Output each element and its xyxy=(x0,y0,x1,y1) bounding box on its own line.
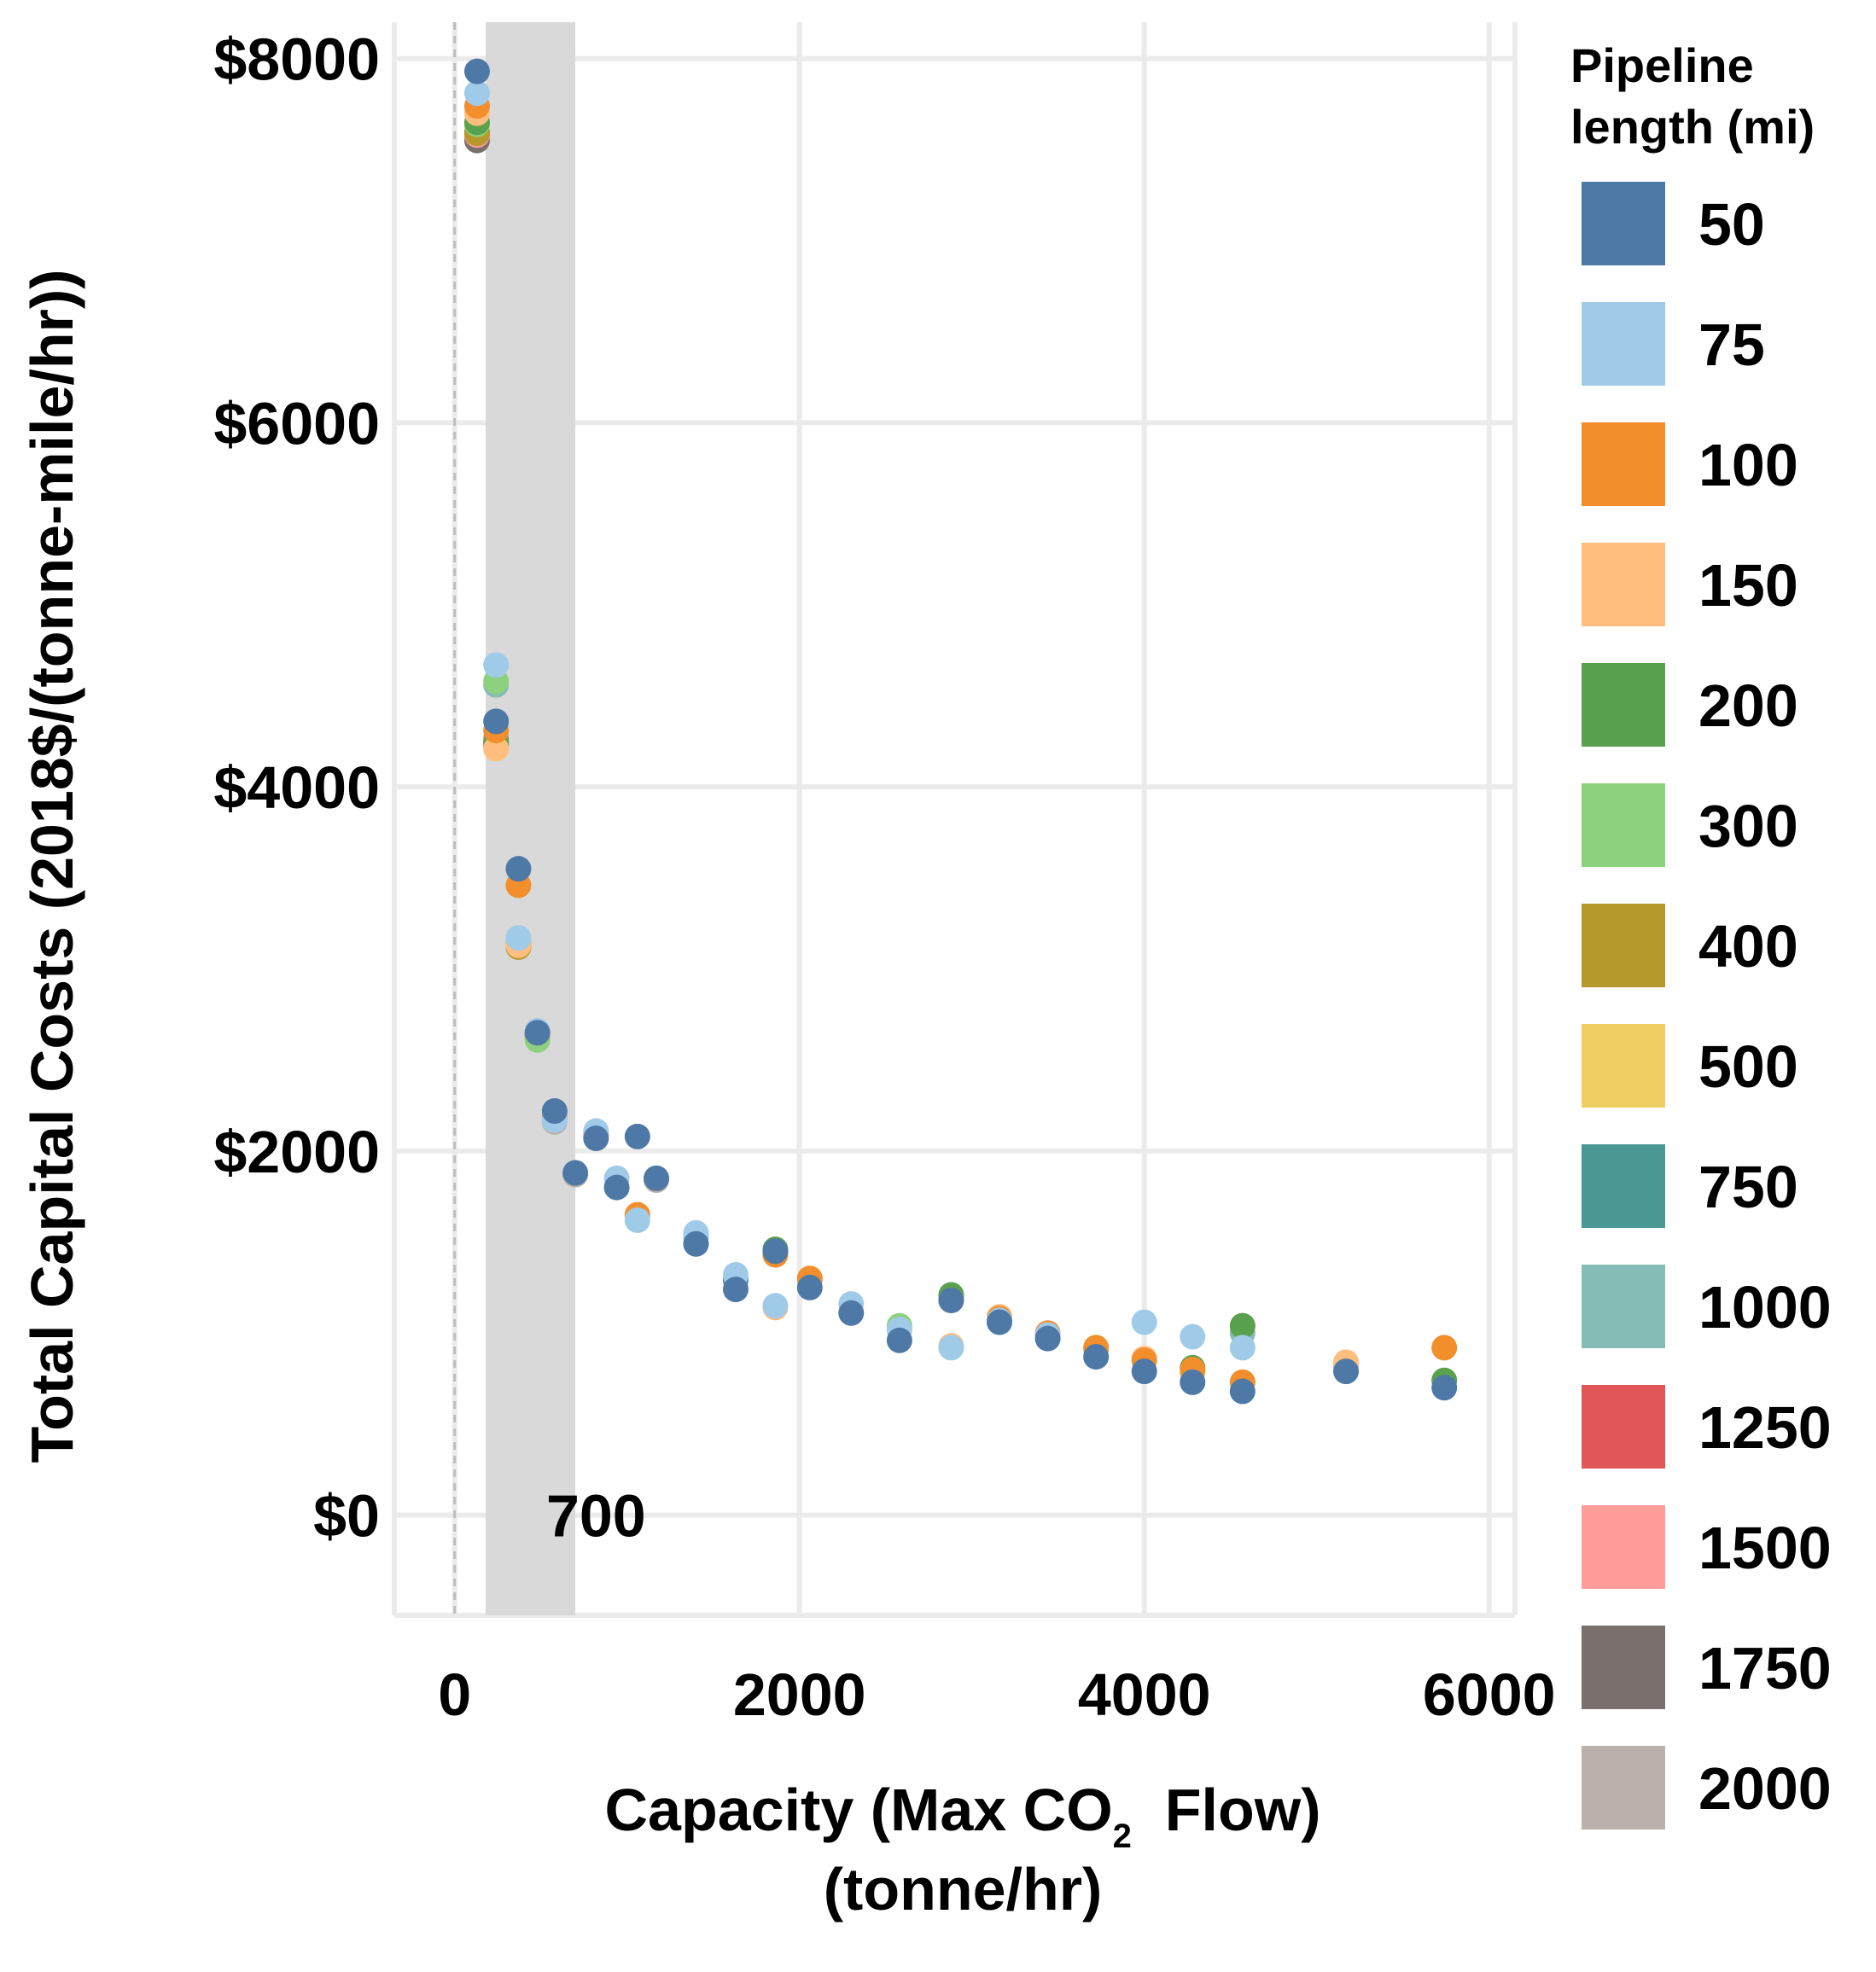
x-tick-label: 6000 xyxy=(1423,1661,1556,1728)
legend-label: 1750 xyxy=(1698,1635,1832,1702)
data-point xyxy=(624,1207,650,1233)
legend-label: 1000 xyxy=(1698,1274,1832,1341)
y-tick-label: $2000 xyxy=(213,1119,380,1185)
data-point xyxy=(1229,1378,1256,1405)
legend-swatch xyxy=(1582,422,1665,506)
y-tick-label: $4000 xyxy=(213,754,380,821)
y-axis: Total Capital Costs (2018$/(tonne-mile/h… xyxy=(19,26,380,1550)
legend-title: Pipeline xyxy=(1570,38,1754,92)
legend-label: 400 xyxy=(1698,913,1798,980)
data-point xyxy=(463,80,490,107)
legend-swatch xyxy=(1582,1144,1665,1228)
legend-swatch xyxy=(1582,904,1665,987)
data-point xyxy=(1431,1375,1458,1401)
x-axis-title: Capacity (Max CO2 Flow) xyxy=(604,1777,1320,1855)
legend-label: 2000 xyxy=(1698,1755,1832,1822)
data-point xyxy=(1034,1325,1061,1352)
y-tick-label: $0 xyxy=(313,1483,380,1550)
data-point xyxy=(583,1125,609,1151)
data-point xyxy=(683,1230,709,1257)
data-point xyxy=(938,1335,964,1361)
x-axis-title-line2: (tonne/hr) xyxy=(824,1856,1103,1923)
data-point xyxy=(886,1327,912,1353)
data-point xyxy=(483,736,510,762)
data-point xyxy=(505,925,532,951)
legend-swatch xyxy=(1582,1505,1665,1589)
data-point xyxy=(644,1165,670,1191)
legend-swatch xyxy=(1582,663,1665,747)
annotation-700: 700 xyxy=(546,1483,646,1550)
legend-label: 300 xyxy=(1698,793,1798,859)
y-tick-label: $8000 xyxy=(213,26,380,93)
data-point xyxy=(562,1160,589,1186)
data-point xyxy=(524,1020,551,1046)
legend-swatch xyxy=(1582,543,1665,626)
legend-label: 750 xyxy=(1698,1154,1798,1220)
legend-label: 75 xyxy=(1698,311,1765,378)
x-tick-label: 2000 xyxy=(733,1661,866,1728)
data-point xyxy=(483,652,510,678)
data-point xyxy=(1131,1309,1157,1335)
legend-swatch xyxy=(1582,1385,1665,1469)
x-tick-label: 0 xyxy=(438,1661,471,1728)
data-point xyxy=(1229,1312,1256,1339)
legend-label: 100 xyxy=(1698,432,1798,498)
legend-label: 50 xyxy=(1698,191,1765,258)
legend-title: length (mi) xyxy=(1570,100,1815,154)
series-50 xyxy=(463,58,1458,1405)
legend-swatch xyxy=(1582,182,1665,265)
data-point xyxy=(1229,1335,1256,1361)
legend-label: 1500 xyxy=(1698,1515,1832,1581)
legend: Pipeline length (mi) 50 75 100 150 200 300 400 50… xyxy=(1570,38,1832,1829)
y-tick-label: $6000 xyxy=(213,390,380,457)
shaded-band xyxy=(486,22,576,1615)
data-point xyxy=(987,1309,1013,1335)
data-point xyxy=(1180,1369,1206,1395)
data-point xyxy=(1333,1358,1360,1385)
data-point xyxy=(762,1293,789,1319)
data-point xyxy=(603,1174,630,1201)
legend-swatch xyxy=(1582,1024,1665,1108)
legend-swatch xyxy=(1582,1626,1665,1709)
data-point xyxy=(796,1274,823,1300)
legend-swatch xyxy=(1582,1265,1665,1348)
data-point xyxy=(938,1287,964,1313)
legend-label: 200 xyxy=(1698,672,1798,739)
legend-swatch xyxy=(1582,783,1665,867)
data-point xyxy=(624,1123,650,1149)
legend-swatch xyxy=(1582,302,1665,386)
y-axis-title: Total Capital Costs (2018$/(tonne-mile/h… xyxy=(19,270,85,1463)
legend-label: 1250 xyxy=(1698,1394,1832,1461)
data-point xyxy=(838,1300,865,1326)
x-axis: Capacity (Max CO2 Flow) (tonne/hr) 0 2000… xyxy=(438,1661,1555,1923)
legend-label: 500 xyxy=(1698,1033,1798,1100)
data-point xyxy=(541,1097,568,1124)
data-point xyxy=(463,58,490,84)
data-point xyxy=(1131,1358,1157,1385)
data-point xyxy=(505,856,532,882)
x-tick-label: 4000 xyxy=(1078,1661,1211,1728)
data-point xyxy=(722,1277,749,1303)
legend-swatch xyxy=(1582,1746,1665,1829)
plot-panel: 700 xyxy=(392,22,1518,1618)
data-point xyxy=(1180,1323,1206,1350)
data-point xyxy=(1431,1335,1458,1361)
data-point xyxy=(483,708,510,735)
legend-label: 150 xyxy=(1698,552,1798,619)
data-point xyxy=(762,1238,789,1265)
data-point xyxy=(1083,1344,1110,1370)
